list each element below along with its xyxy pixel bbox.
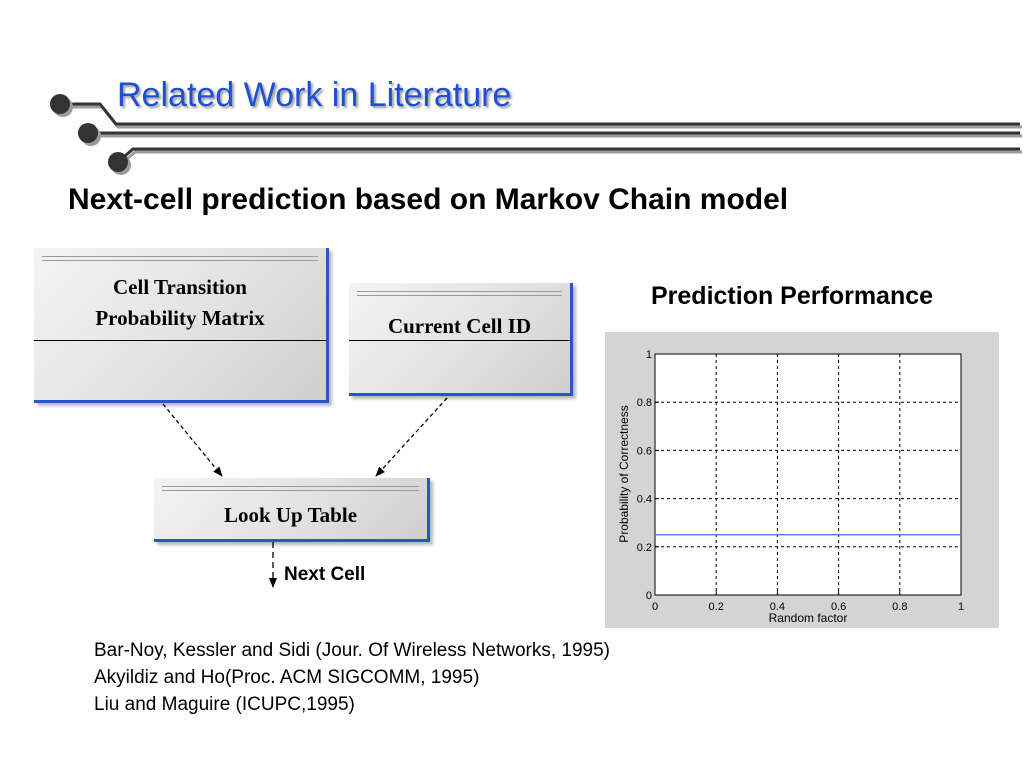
slide-title: Related Work in Literature	[117, 76, 512, 114]
transition-matrix-label-line2: Probability Matrix	[95, 306, 265, 330]
y-tick-label: 0.4	[637, 494, 652, 506]
x-tick-label: 0	[652, 601, 658, 613]
x-tick-label: 0.8	[892, 601, 907, 613]
decoration-dots	[50, 94, 131, 175]
transition-matrix-box: Cell Transition Probability Matrix	[34, 248, 329, 403]
references-list: Bar-Noy, Kessler and Sidi (Jour. Of Wire…	[94, 637, 610, 718]
box-top-rule	[162, 486, 419, 491]
box-top-rule	[42, 256, 318, 261]
x-tick-label: 0.4	[770, 601, 785, 613]
x-axis-label: Random factor	[769, 611, 848, 625]
lookup-table-box: Look Up Table	[154, 478, 430, 542]
transition-matrix-label-line1: Cell Transition	[113, 275, 247, 299]
y-tick-label: 0.8	[637, 397, 652, 409]
box-top-rule	[357, 291, 562, 296]
reference-item: Liu and Maguire (ICUPC,1995)	[94, 694, 355, 715]
y-tick-label: 0.2	[637, 542, 652, 554]
reference-item: Akyildiz and Ho(Proc. ACM SIGCOMM, 1995)	[94, 667, 480, 688]
x-tick-label: 1	[958, 601, 964, 613]
chart-heading: Prediction Performance	[651, 282, 934, 310]
box-divider	[34, 340, 326, 341]
x-tick-label: 0.2	[709, 601, 724, 613]
slide-subtitle: Next-cell prediction based on Markov Cha…	[68, 183, 789, 216]
plot-frame	[654, 353, 962, 596]
prediction-chart: 0 0.2 0.4 0.6 0.8 1 0 0.2 0.4 0.6 0.8 1 Random fac…	[605, 332, 999, 628]
plot-area	[655, 354, 961, 595]
arrow-current-to-lookup	[375, 397, 448, 477]
y-tick-label: 0	[646, 590, 652, 602]
box-divider	[349, 340, 570, 341]
transition-matrix-label: Cell Transition Probability Matrix	[34, 272, 326, 334]
y-tick-label: 0.6	[637, 445, 652, 457]
x-axis-ticks: 0 0.2 0.4 0.6 0.8 1	[652, 591, 964, 613]
arrow-matrix-to-lookup	[162, 403, 223, 477]
y-axis-label: Probability of Correctness	[617, 405, 631, 542]
lookup-table-label: Look Up Table	[223, 503, 358, 527]
header-decoration	[50, 94, 1022, 175]
current-cell-label: Current Cell ID	[387, 314, 532, 338]
y-axis-ticks: 0 0.2 0.4 0.6 0.8 1	[637, 349, 659, 602]
y-tick-label: 1	[646, 349, 652, 361]
x-tick-label: 0.6	[831, 601, 846, 613]
reference-item: Bar-Noy, Kessler and Sidi (Jour. Of Wire…	[94, 640, 610, 661]
current-cell-box: Current Cell ID	[349, 283, 573, 396]
next-cell-label: Next Cell	[284, 564, 366, 585]
chart-grid	[655, 354, 961, 595]
